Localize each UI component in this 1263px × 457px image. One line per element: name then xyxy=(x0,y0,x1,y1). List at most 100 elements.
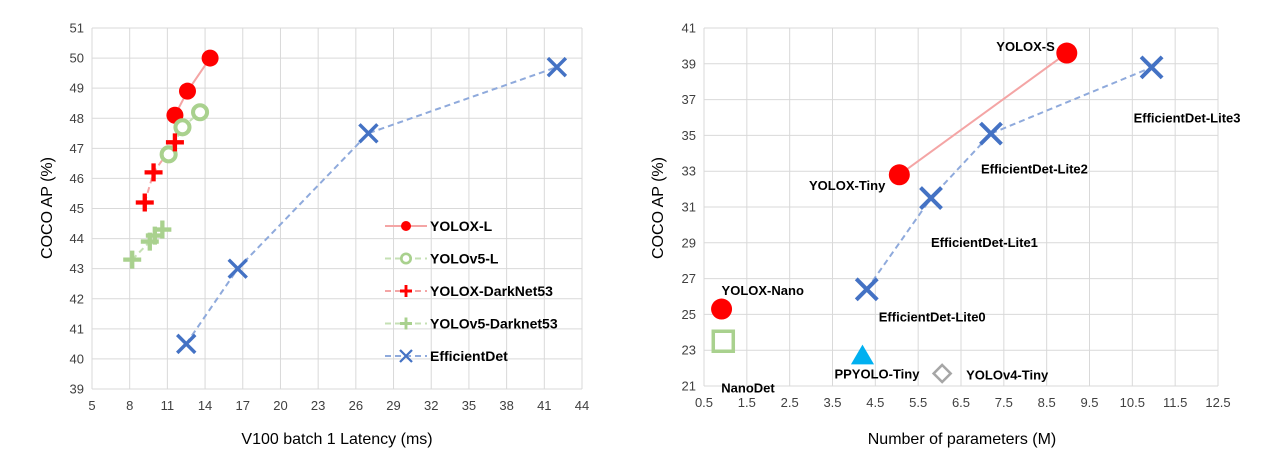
y-tick-label: 23 xyxy=(682,343,696,358)
efficientdet-lite0-point xyxy=(854,277,879,302)
yolox-s-label: YOLOX-S xyxy=(996,39,1055,54)
efficientdet-point xyxy=(176,333,197,355)
right-markers xyxy=(711,42,1164,384)
efficientdet-lite0-label: EfficientDet-Lite0 xyxy=(879,309,986,324)
legend-label-efficientdet: EfficientDet xyxy=(430,348,508,364)
x-tick-label: 11 xyxy=(161,398,175,413)
x-tick-label: 5.5 xyxy=(909,395,927,410)
y-tick-label: 41 xyxy=(682,21,696,36)
legend-label-yolov5-l: YOLOv5-L xyxy=(430,251,499,267)
x-tick-label: 41 xyxy=(537,398,551,413)
y-tick-label: 48 xyxy=(70,111,84,126)
nanodet-point xyxy=(711,329,736,353)
efficientdet-lite3-point xyxy=(1139,55,1164,80)
left-legend: YOLOX-L YOLOv5-L YOLOX-DarkNet53 YOLOv5-Dar… xyxy=(385,218,558,364)
ppyolo-tiny-point xyxy=(850,344,875,365)
efficientdet-point xyxy=(358,123,379,144)
efficientdet-point xyxy=(546,56,568,78)
y-tick-label: 42 xyxy=(70,291,84,306)
legend-marker-yolox-darknet53 xyxy=(400,285,412,297)
x-tick-label: 3.5 xyxy=(823,395,841,410)
x-tick-label: 0.5 xyxy=(695,395,713,410)
y-tick-label: 35 xyxy=(682,128,696,143)
yolov5-darknet53-line xyxy=(131,228,163,261)
legend-label-yolox-l: YOLOX-L xyxy=(430,218,493,234)
x-tick-label: 29 xyxy=(386,398,400,413)
x-tick-label: 6.5 xyxy=(952,395,970,410)
x-tick-label: 4.5 xyxy=(866,395,884,410)
yolov5-l-point xyxy=(159,145,178,164)
left-y-axis-label: COCO AP (%) xyxy=(39,157,56,259)
yolox-nano-point xyxy=(711,298,733,320)
efficientdet-lite2-label: EfficientDet-Lite2 xyxy=(981,162,1088,177)
y-tick-label: 44 xyxy=(70,231,84,246)
legend-marker-yolox-l xyxy=(401,221,411,231)
x-tick-label: 32 xyxy=(424,398,438,413)
latency-chart: 39 40 41 42 43 44 45 46 47 48 49 50 51 5 8 11 14 17 20 23 2… xyxy=(39,21,589,449)
y-tick-label: 41 xyxy=(70,321,84,336)
left-markers xyxy=(123,49,568,355)
y-tick-label: 39 xyxy=(682,56,696,71)
yolox-darknet53-point xyxy=(165,133,184,152)
y-tick-label: 33 xyxy=(682,164,696,179)
x-tick-label: 20 xyxy=(273,398,287,413)
x-tick-label: 38 xyxy=(499,398,513,413)
yolox-nano-label: YOLOX-Nano xyxy=(722,283,804,298)
x-tick-label: 12.5 xyxy=(1205,395,1230,410)
legend-label-yolov5-darknet53: YOLOv5-Darknet53 xyxy=(430,316,558,332)
yolox-l-point xyxy=(178,82,196,100)
x-tick-label: 35 xyxy=(462,398,476,413)
legend-marker-yolov5-darknet53 xyxy=(400,317,412,330)
params-chart: YOLOX-S YOLOX-Tiny YOLOX-Nano EfficientDet-… xyxy=(650,21,1241,449)
x-tick-label: 11.5 xyxy=(1163,395,1187,410)
yolox-tiny-point xyxy=(888,164,910,186)
yolov4-tiny-point xyxy=(931,363,953,384)
y-tick-label: 21 xyxy=(682,379,696,394)
right-y-axis-label: COCO AP (%) xyxy=(650,157,667,259)
yolox-darknet53-point xyxy=(144,163,163,182)
x-tick-label: 8.5 xyxy=(1038,395,1056,410)
y-tick-label: 25 xyxy=(682,307,696,322)
y-tick-label: 43 xyxy=(70,261,84,276)
x-tick-label: 5 xyxy=(88,398,95,413)
left-series-lines xyxy=(131,57,558,345)
legend-label-yolox-darknet53: YOLOX-DarkNet53 xyxy=(430,283,553,299)
x-tick-label: 44 xyxy=(575,398,589,413)
y-tick-label: 27 xyxy=(682,271,696,286)
legend-marker-efficientdet xyxy=(399,349,413,363)
y-tick-label: 51 xyxy=(70,21,84,36)
y-tick-label: 37 xyxy=(682,92,696,107)
y-tick-label: 46 xyxy=(70,171,84,186)
efficientdet-lite1-label: EfficientDet-Lite1 xyxy=(931,235,1038,250)
efficientdet-lite1-point xyxy=(919,186,943,210)
left-x-axis-label: V100 batch 1 Latency (ms) xyxy=(241,431,432,448)
yolox-tiny-label: YOLOX-Tiny xyxy=(809,178,886,193)
yolov4-tiny-label: YOLOv4-Tiny xyxy=(966,367,1049,382)
right-series-lines xyxy=(865,52,1152,290)
y-tick-label: 31 xyxy=(682,200,696,215)
left-y-ticks: 39 40 41 42 43 44 45 46 47 48 49 50 51 xyxy=(70,21,84,397)
x-tick-label: 9.5 xyxy=(1080,395,1098,410)
ppyolo-tiny-label: PPYOLO-Tiny xyxy=(834,367,920,382)
legend-marker-yolov5-l xyxy=(399,252,413,265)
y-tick-label: 49 xyxy=(70,81,84,96)
right-x-axis-label: Number of parameters (M) xyxy=(868,431,1057,448)
yolov5-darknet53-point xyxy=(153,220,172,239)
right-y-ticks: 21 23 25 27 29 31 33 35 37 39 41 xyxy=(682,21,696,394)
x-tick-label: 10.5 xyxy=(1120,395,1145,410)
efficientdet-point xyxy=(227,258,248,279)
yolox-darknet53-point xyxy=(135,193,154,212)
x-tick-label: 7.5 xyxy=(995,395,1013,410)
x-tick-label: 1.5 xyxy=(738,395,756,410)
efficientdet-lite-line xyxy=(865,66,1152,290)
x-tick-label: 17 xyxy=(236,398,250,413)
right-point-labels: YOLOX-S YOLOX-Tiny YOLOX-Nano EfficientDet-… xyxy=(721,39,1240,395)
y-tick-label: 47 xyxy=(70,141,84,156)
y-tick-label: 40 xyxy=(70,351,84,366)
y-tick-label: 39 xyxy=(70,382,84,397)
left-x-ticks: 5 8 11 14 17 20 23 26 29 32 35 38 41 44 xyxy=(88,398,589,413)
x-tick-label: 23 xyxy=(311,398,325,413)
x-tick-label: 26 xyxy=(349,398,363,413)
nanodet-label: NanoDet xyxy=(721,380,775,395)
